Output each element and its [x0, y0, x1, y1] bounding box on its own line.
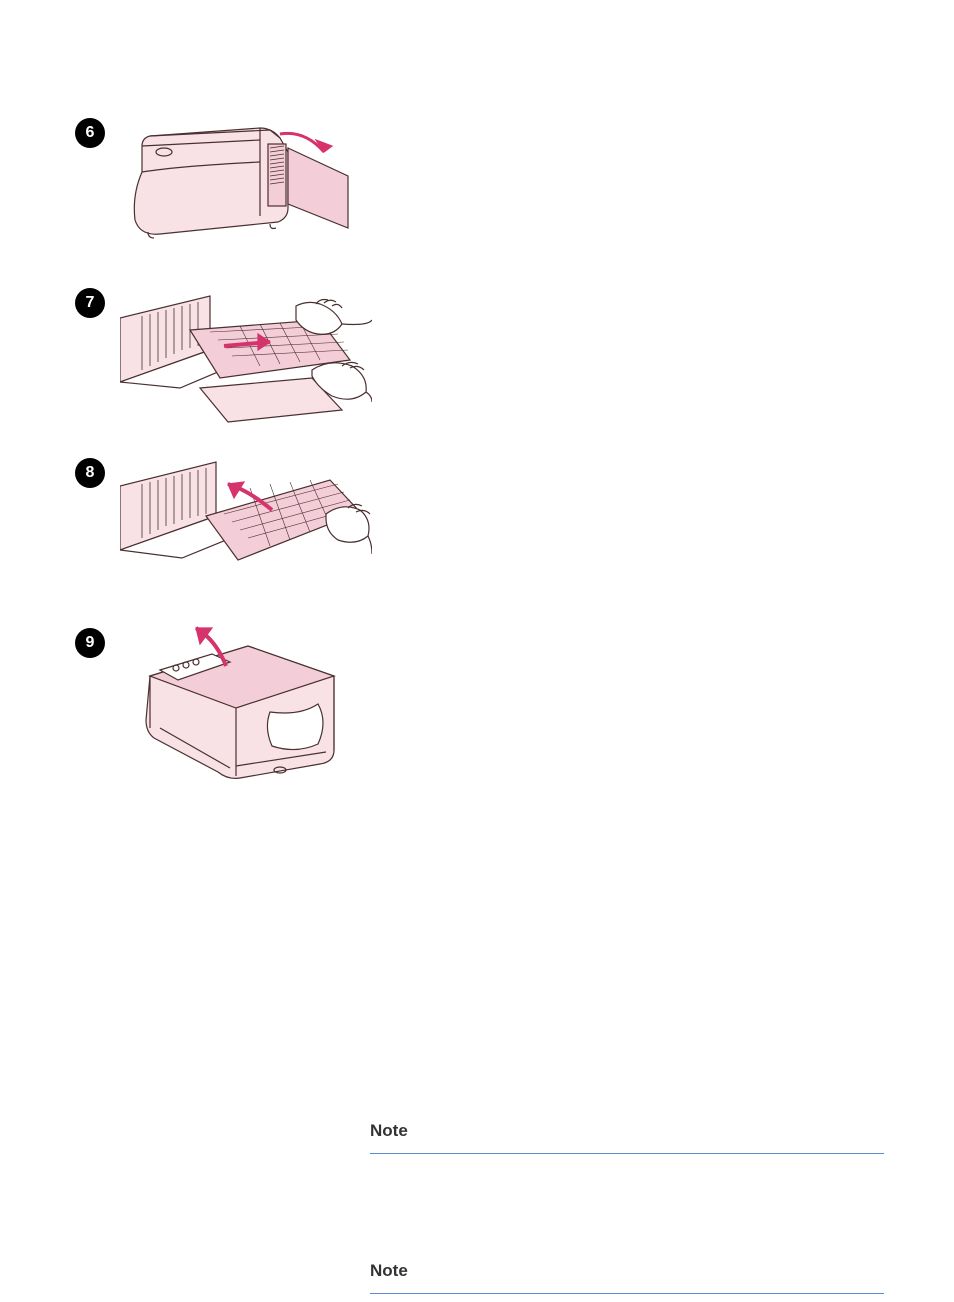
step-number-badge: 6: [75, 118, 105, 148]
step-number-badge: 9: [75, 628, 105, 658]
step-8: 8: [75, 440, 954, 600]
illustration-printer-rear-door: [120, 100, 355, 260]
note-heading: Note: [370, 1121, 884, 1145]
step-number-badge: 8: [75, 458, 105, 488]
note-block-1: Note: [370, 1121, 884, 1162]
manual-page: 6: [0, 0, 954, 1270]
illustration-hands-pull-tray: [120, 270, 372, 430]
note-block-2: Note: [370, 1261, 884, 1302]
step-number-badge: 7: [75, 288, 105, 318]
note-rule: [370, 1153, 884, 1154]
step-7: 7: [75, 270, 954, 430]
note-rule: [370, 1293, 884, 1294]
step-9: 9: [75, 610, 954, 785]
step-6: 6: [75, 100, 954, 260]
note-heading: Note: [370, 1261, 884, 1285]
illustration-hand-lift-tray: [120, 440, 372, 600]
page-footer: [0, 1210, 954, 1230]
illustration-printer-top-cover: [120, 610, 355, 785]
